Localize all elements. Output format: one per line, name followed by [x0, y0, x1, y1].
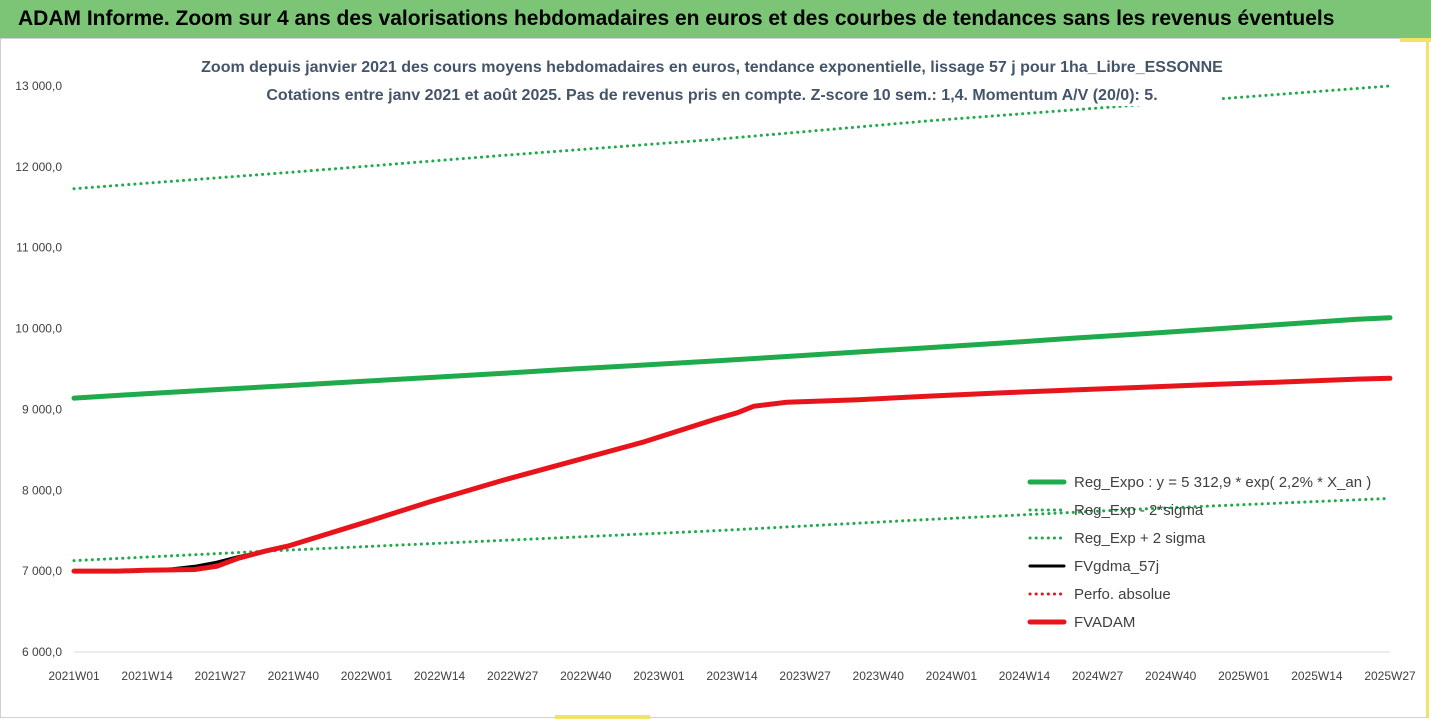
frame-accent-bottom — [555, 715, 650, 719]
y-tick-label: 11 000,0 — [16, 241, 62, 255]
x-axis: 2021W01 2021W14 2021W27 2021W40 2022W01 2022W… — [48, 651, 1416, 683]
series-line — [72, 496, 1392, 563]
legend: Reg_Expo : y = 5 312,9 * exp( 2,2% * X_a… — [1024, 466, 1388, 638]
x-tick-label: 2023W27 — [779, 669, 831, 683]
x-tick-label: 2023W14 — [706, 669, 758, 683]
legend-label: Reg_Exp - 2*sigma — [1074, 502, 1204, 519]
x-tick-label: 2024W40 — [1145, 669, 1197, 683]
y-tick-label: 6 000,0 — [22, 645, 62, 659]
legend-label: Reg_Exp + 2 sigma — [1074, 530, 1206, 547]
x-tick-label: 2022W27 — [487, 669, 539, 683]
y-tick-label: 13 000,0 — [15, 79, 62, 93]
x-tick-label: 2021W14 — [121, 669, 173, 683]
frame-accent-top — [1400, 38, 1431, 42]
x-tick-label: 2025W14 — [1291, 669, 1343, 683]
y-tick-label: 7 000,0 — [22, 564, 62, 578]
x-tick-label: 2025W27 — [1364, 669, 1416, 683]
x-tick-label: 2024W14 — [999, 669, 1051, 683]
chart-frame — [0, 38, 1429, 718]
y-tick-label: 8 000,0 — [22, 483, 62, 497]
legend-label: Reg_Expo : y = 5 312,9 * exp( 2,2% * X_a… — [1074, 474, 1371, 491]
y-tick-label: 10 000,0 — [15, 322, 62, 336]
x-tick-label: 2025W01 — [1218, 669, 1270, 683]
legend-label: FVADAM — [1074, 614, 1135, 631]
x-tick-label: 2023W01 — [633, 669, 685, 683]
x-tick-label: 2021W01 — [48, 669, 100, 683]
legend-label: FVgdma_57j — [1074, 558, 1159, 575]
report-banner: ADAM Informe. Zoom sur 4 ans des valoris… — [0, 0, 1431, 38]
x-tick-label: 2024W27 — [1072, 669, 1124, 683]
chart-title: Zoom depuis janvier 2021 des cours moyen… — [201, 59, 1223, 76]
x-tick-label: 2022W40 — [560, 669, 612, 683]
y-axis: 6 000,0 7 000,0 8 000,0 9 000,0 10 000,0 11 0… — [15, 79, 62, 659]
chart-subtitle: Cotations entre janv 2021 et août 2025. … — [266, 87, 1157, 104]
x-tick-label: 2021W40 — [268, 669, 320, 683]
x-tick-label: 2021W27 — [195, 669, 247, 683]
legend-box — [1024, 466, 1388, 638]
y-tick-label: 12 000,0 — [15, 160, 62, 174]
y-tick-label: 9 000,0 — [22, 402, 62, 416]
x-tick-label: 2022W14 — [414, 669, 466, 683]
title-backdrop — [200, 52, 1222, 106]
series-layer — [71, 84, 1393, 574]
x-tick-label: 2023W40 — [853, 669, 905, 683]
series-line — [71, 315, 1393, 401]
legend-label: Perfo. absolue — [1074, 586, 1171, 603]
x-tick-label: 2022W01 — [341, 669, 393, 683]
x-tick-label: 2024W01 — [926, 669, 978, 683]
series-line — [71, 375, 1393, 574]
